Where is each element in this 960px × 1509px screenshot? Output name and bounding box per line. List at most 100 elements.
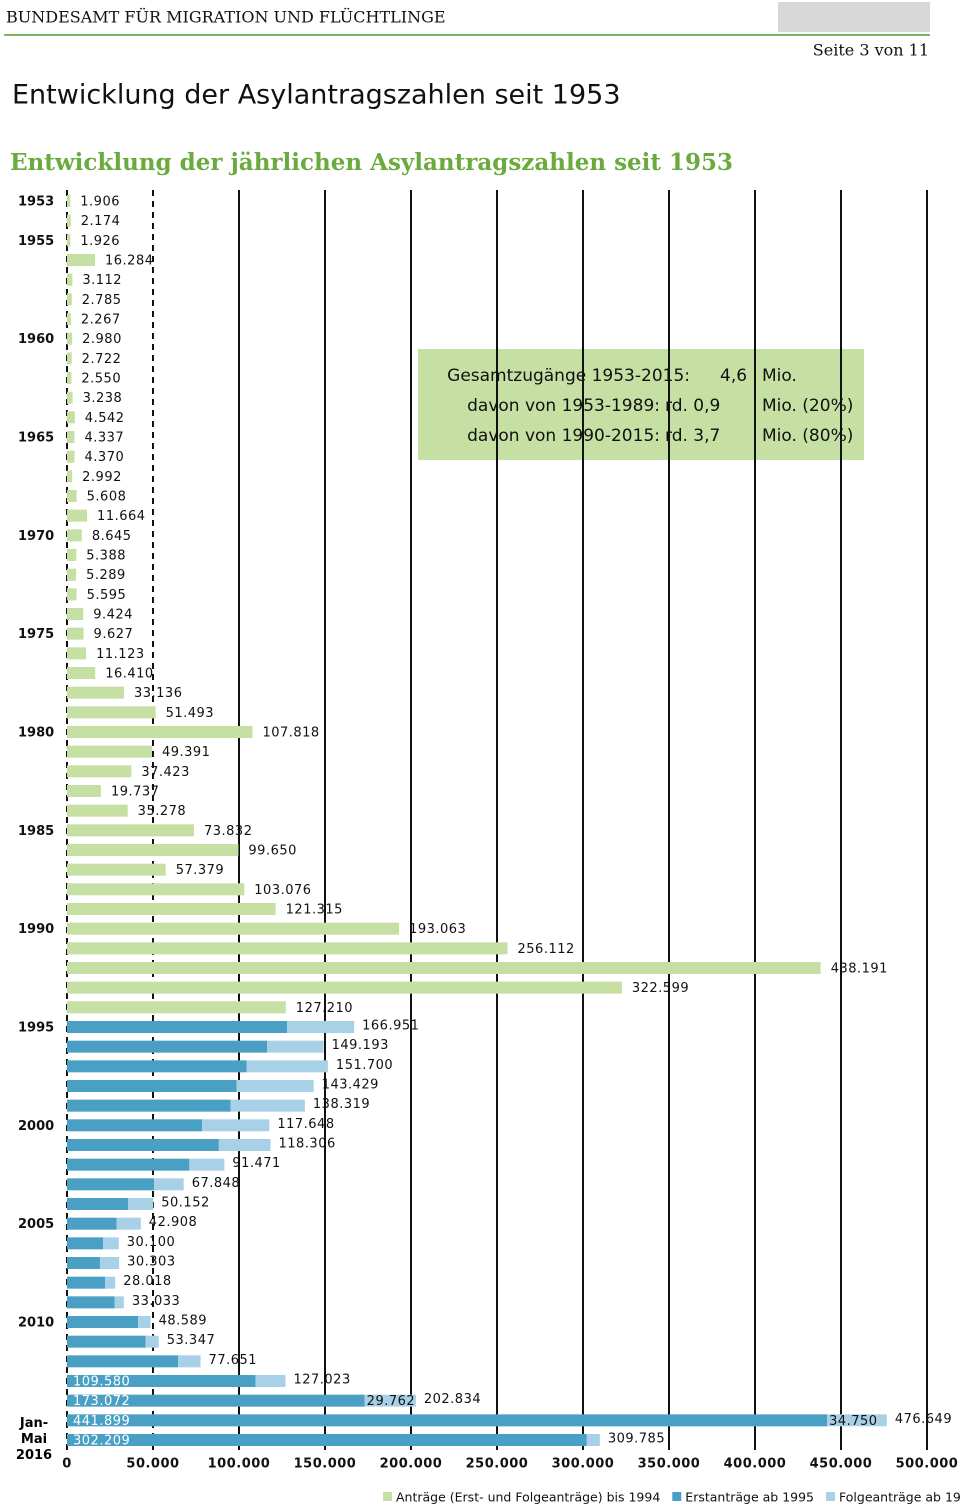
y-tick-label: 1990 bbox=[18, 922, 54, 937]
bar-segment bbox=[67, 1060, 247, 1073]
y-tick-label: 1980 bbox=[18, 726, 54, 741]
value-label: 256.112 bbox=[518, 942, 575, 957]
y-tick-label: 1985 bbox=[18, 824, 54, 839]
annotation: 4,6 bbox=[720, 366, 747, 386]
total-label: 48.589 bbox=[159, 1314, 208, 1329]
value-label: 193.063 bbox=[409, 922, 466, 937]
bar-segment bbox=[67, 1394, 365, 1407]
value-label: 121.315 bbox=[286, 903, 343, 918]
x-tick-label: 100.000 bbox=[208, 1457, 271, 1472]
bar-segment bbox=[246, 1060, 328, 1073]
y-tick-label: 1953 bbox=[18, 195, 54, 210]
value-label: 3.238 bbox=[83, 391, 123, 406]
total-label: 309.785 bbox=[608, 1432, 665, 1447]
y-tick-label: 2010 bbox=[18, 1316, 54, 1331]
x-tick-label: 450.000 bbox=[810, 1457, 873, 1472]
bar-segment bbox=[67, 686, 124, 699]
total-label: 50.152 bbox=[161, 1196, 210, 1211]
bar-segment bbox=[67, 962, 821, 974]
x-tick-label: 400.000 bbox=[724, 1457, 787, 1472]
value-label: 1.926 bbox=[80, 234, 120, 249]
bar-segment bbox=[67, 234, 71, 247]
value-label: 5.608 bbox=[87, 490, 127, 505]
bar-segment bbox=[67, 352, 72, 365]
bar-segment bbox=[67, 981, 622, 994]
logo-image bbox=[778, 2, 930, 32]
bar-segment bbox=[67, 627, 84, 640]
legend-swatch bbox=[826, 1492, 836, 1501]
bar-segment bbox=[67, 1080, 237, 1092]
annotation: Mio. bbox=[762, 366, 797, 386]
total-label: 127.023 bbox=[293, 1373, 350, 1388]
bar-segment bbox=[230, 1099, 305, 1112]
bar-segment bbox=[67, 332, 73, 345]
bar-segment bbox=[67, 1040, 268, 1053]
y-tick-label: 1975 bbox=[18, 627, 54, 642]
total-label: 117.648 bbox=[277, 1117, 334, 1132]
bar-segment bbox=[67, 568, 77, 581]
total-label: 118.306 bbox=[278, 1137, 335, 1152]
total-label: 143.429 bbox=[322, 1078, 379, 1093]
bar-segment bbox=[67, 1414, 828, 1427]
bar-segment bbox=[67, 647, 87, 660]
bar-segment bbox=[67, 254, 96, 266]
value-label: 441.899 bbox=[73, 1414, 130, 1429]
organization: BUNDESAMT FÜR MIGRATION UND FLÜCHTLINGE bbox=[6, 7, 446, 27]
value-label: 4.542 bbox=[85, 411, 125, 426]
value-label: 49.391 bbox=[162, 745, 211, 760]
value-label: 73.832 bbox=[204, 824, 253, 839]
value-label: 322.599 bbox=[632, 981, 689, 996]
legend-swatch bbox=[383, 1492, 392, 1501]
value-label: 2.550 bbox=[81, 372, 121, 387]
x-tick-label: 350.000 bbox=[638, 1457, 701, 1472]
bar-segment bbox=[138, 1316, 151, 1328]
value-label: 11.123 bbox=[96, 647, 145, 662]
bar-segment bbox=[67, 706, 156, 719]
bar-segment bbox=[67, 922, 400, 935]
y-tick-label: 1960 bbox=[18, 332, 54, 347]
total-label: 151.700 bbox=[336, 1058, 393, 1073]
legend-swatch bbox=[672, 1492, 682, 1501]
bar-segment bbox=[67, 411, 75, 424]
value-label: 19.737 bbox=[111, 785, 159, 800]
x-tick-label: 300.000 bbox=[552, 1457, 615, 1472]
value-label: 57.379 bbox=[176, 863, 225, 878]
bar-segment bbox=[67, 765, 132, 778]
bar-segment bbox=[67, 490, 77, 502]
bar-segment bbox=[67, 1257, 100, 1269]
bar-segment bbox=[67, 549, 77, 561]
bar-segment bbox=[67, 529, 82, 542]
bar-segment bbox=[67, 1237, 104, 1250]
bar-segment bbox=[67, 608, 84, 620]
y-tick-label: 2000 bbox=[18, 1119, 54, 1134]
x-tick-label: 50.000 bbox=[126, 1457, 179, 1472]
bar-segment bbox=[67, 293, 72, 306]
legend-label: Folgeanträge ab 1995 bbox=[839, 1490, 960, 1505]
bar-segment bbox=[67, 509, 88, 522]
bar-segment bbox=[67, 195, 71, 207]
annotation: davon von 1990-2015: bbox=[467, 426, 660, 446]
bar-segment bbox=[67, 1021, 288, 1033]
value-label: 35.278 bbox=[138, 804, 187, 819]
bar-segment bbox=[236, 1080, 314, 1092]
value-label: 37.423 bbox=[141, 765, 190, 780]
value-label: 3.112 bbox=[82, 273, 122, 288]
annotation: Mio. (80%) bbox=[762, 426, 853, 446]
bar-segment bbox=[103, 1237, 119, 1250]
value-label: 2.785 bbox=[82, 293, 122, 308]
value-label: 34.750 bbox=[829, 1414, 878, 1429]
bar-segment bbox=[67, 588, 77, 601]
bar-segment bbox=[202, 1119, 270, 1132]
value-label: 5.289 bbox=[86, 568, 126, 583]
page-title: Entwicklung der Asylantragszahlen seit 1… bbox=[12, 80, 621, 111]
chart-title: Entwicklung der jährlichen Asylantragsza… bbox=[10, 149, 733, 176]
bar-segment bbox=[128, 1198, 154, 1210]
bar-segment bbox=[178, 1355, 201, 1368]
total-label: 138.319 bbox=[313, 1097, 370, 1112]
value-label: 109.580 bbox=[73, 1375, 130, 1390]
bar-segment bbox=[67, 1434, 587, 1446]
bar-segment bbox=[67, 1355, 179, 1368]
total-label: 166.951 bbox=[362, 1019, 419, 1034]
total-label: 149.193 bbox=[332, 1038, 389, 1053]
